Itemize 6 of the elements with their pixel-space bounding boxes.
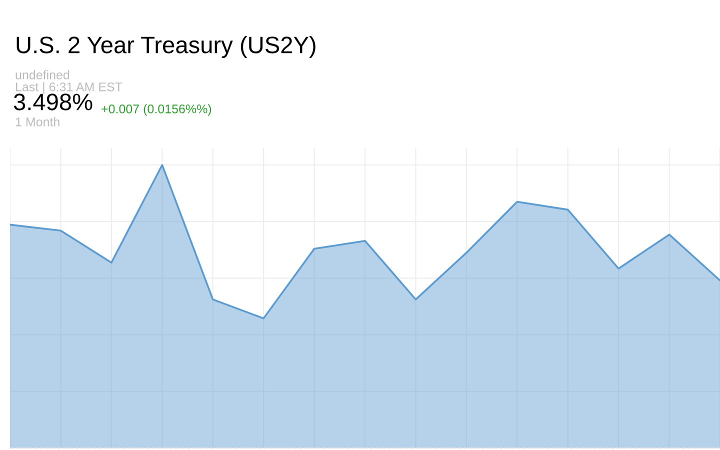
text: 3.498% <box>14 94 92 110</box>
text: Last | 6:31 AM EST <box>16 82 122 94</box>
text: +0.007 (0.0156%%) <box>102 104 212 116</box>
chart-title: U.S. 2 Year Treasury (US2Y) <box>16 36 316 58</box>
text: undefined <box>16 70 70 80</box>
text: 1 Month <box>16 117 60 126</box>
